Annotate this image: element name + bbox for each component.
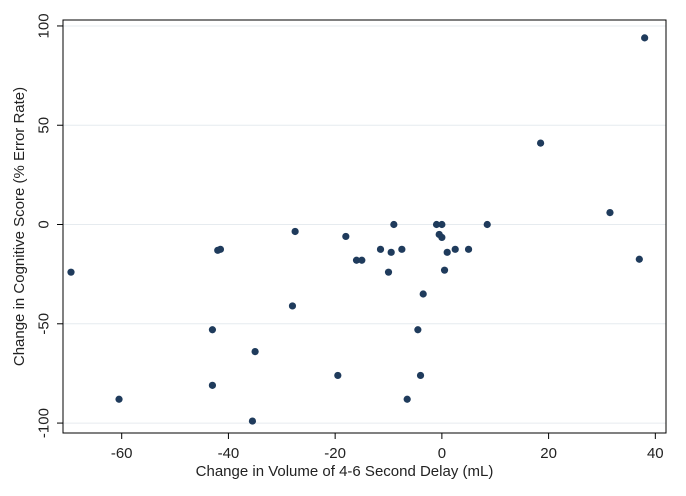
y-tick-label: 100 — [35, 13, 52, 38]
scatter-point — [288, 302, 297, 310]
scatter-point — [115, 395, 123, 403]
scatter-point — [384, 268, 393, 276]
scatter-point — [387, 248, 395, 256]
scatter-point — [342, 232, 350, 241]
y-tick-label: 50 — [35, 117, 52, 134]
scatter-point — [251, 347, 259, 356]
axis-ticks: 100 50 0 -50 -100 -60 -40 -20 0 20 40 — [35, 13, 663, 462]
scatter-point — [635, 255, 643, 263]
y-tick-label: -100 — [35, 408, 52, 438]
plot-frame — [62, 19, 667, 434]
y-tick-label: -50 — [35, 313, 52, 335]
scatter-point — [352, 256, 361, 264]
y-tick-label: 0 — [35, 220, 52, 228]
x-tick-label: -40 — [218, 445, 240, 462]
scatter-point — [536, 139, 545, 147]
scatter-point — [67, 268, 75, 276]
scatter-point — [438, 233, 446, 242]
scatter-point — [398, 245, 406, 253]
scatter-point — [248, 417, 257, 425]
scatter-point — [390, 220, 398, 229]
scatter-point — [641, 34, 649, 42]
scatter-point — [440, 266, 449, 274]
scatter-point — [376, 245, 385, 253]
scatter-point — [606, 209, 614, 217]
x-tick-label: 40 — [647, 445, 664, 462]
scatter-point — [334, 371, 342, 380]
scatter-point — [419, 290, 427, 298]
scatter-point — [416, 371, 425, 380]
scatter-point — [291, 227, 299, 236]
scatter-point — [432, 220, 441, 229]
scatter-point — [414, 326, 422, 334]
scatter-point — [451, 245, 459, 253]
x-tick-label: 20 — [540, 445, 557, 462]
x-tick-label: 0 — [438, 445, 446, 462]
scatter-point — [358, 256, 366, 264]
scatter-point — [216, 245, 225, 253]
scatter-point — [443, 248, 451, 256]
gridlines — [63, 25, 666, 424]
x-axis-title: Change in Volume of 4-6 Second Delay (mL… — [196, 463, 494, 480]
scatter-point — [483, 220, 491, 229]
scatter-point — [403, 395, 411, 403]
x-tick-label: -60 — [111, 445, 133, 462]
scatter-point — [208, 381, 217, 389]
data-points — [67, 34, 649, 425]
y-axis-title: Change in Cognitive Score (% Error Rate) — [11, 87, 28, 366]
scatter-point — [464, 245, 473, 253]
scatter-point — [438, 220, 446, 229]
scatter-point — [208, 326, 217, 334]
x-tick-label: -20 — [324, 445, 346, 462]
